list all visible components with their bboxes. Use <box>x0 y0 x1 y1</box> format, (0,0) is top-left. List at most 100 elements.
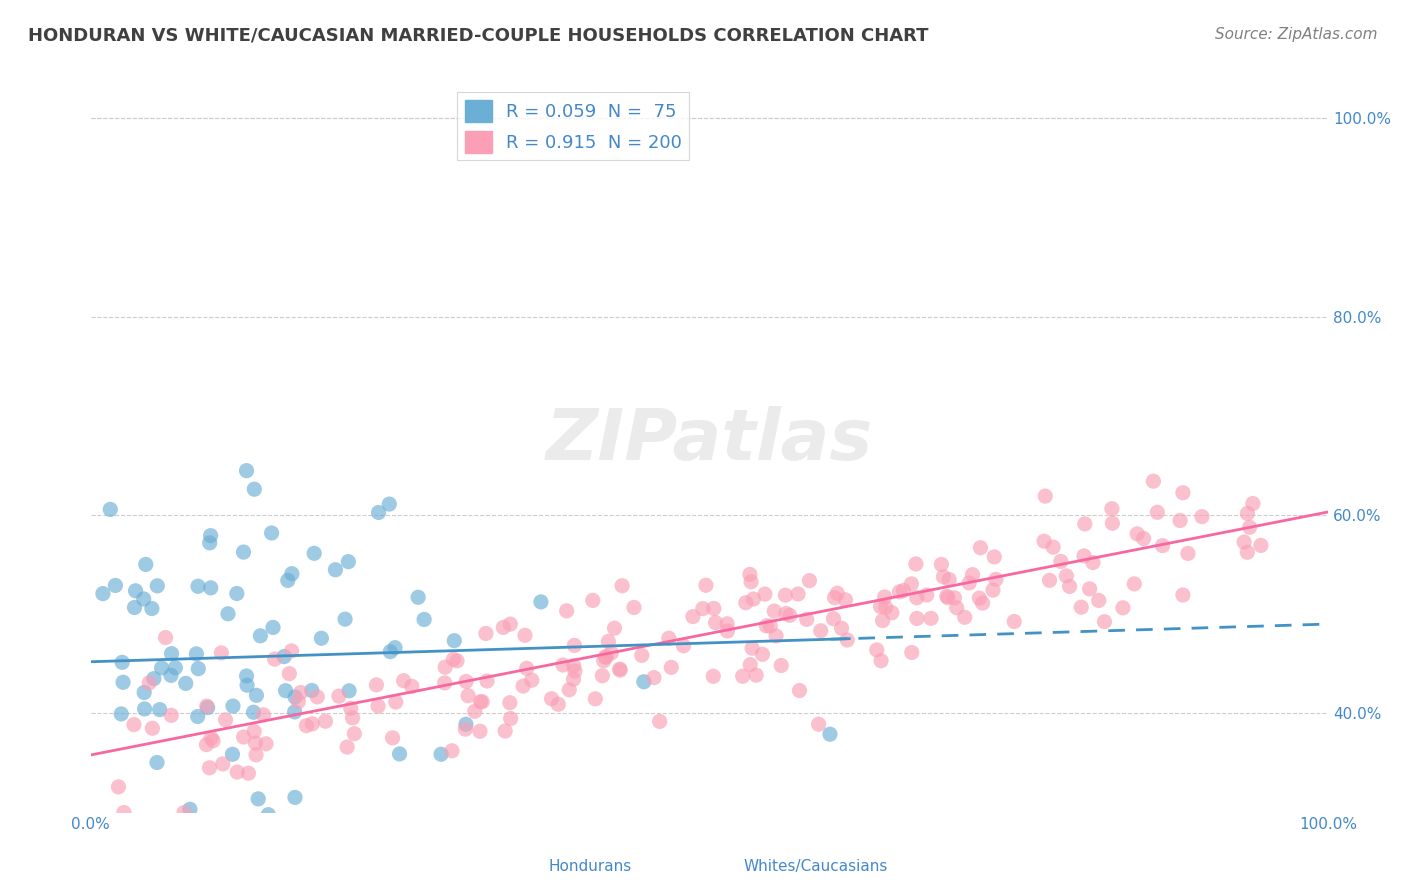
Point <box>643 671 665 685</box>
Point <box>1236 507 1258 521</box>
Point <box>441 652 464 666</box>
Point <box>281 566 304 581</box>
Point <box>278 666 301 681</box>
Point <box>150 661 173 675</box>
Point <box>277 574 299 588</box>
Point <box>759 619 782 633</box>
Point <box>343 727 366 741</box>
Point <box>972 596 994 610</box>
Point <box>870 654 893 668</box>
Point <box>866 643 889 657</box>
Point <box>704 615 727 630</box>
Point <box>146 756 169 770</box>
Text: Whites/Caucasians: Whites/Caucasians <box>744 859 887 874</box>
Point <box>555 604 578 618</box>
Point <box>367 506 389 520</box>
Point <box>931 558 953 572</box>
Point <box>932 570 955 584</box>
Point <box>160 647 183 661</box>
Point <box>823 612 845 626</box>
Point <box>124 583 146 598</box>
Point <box>274 683 297 698</box>
Point <box>1171 485 1194 500</box>
Point <box>235 669 257 683</box>
Point <box>799 574 821 588</box>
Point <box>243 482 266 496</box>
Point <box>337 683 360 698</box>
Point <box>499 617 522 632</box>
Point <box>969 591 991 606</box>
Point <box>659 660 682 674</box>
Point <box>104 578 127 592</box>
Point <box>155 631 177 645</box>
Point <box>260 526 283 541</box>
Point <box>247 792 270 806</box>
Point <box>287 695 309 709</box>
Point <box>173 805 195 820</box>
Legend: R = 0.059  N =  75, R = 0.915  N = 200: R = 0.059 N = 75, R = 0.915 N = 200 <box>457 93 689 160</box>
Point <box>214 713 236 727</box>
Point <box>367 699 389 714</box>
Point <box>831 621 853 635</box>
Point <box>562 672 585 686</box>
Point <box>195 738 218 752</box>
Point <box>1126 526 1149 541</box>
Point <box>146 579 169 593</box>
Point <box>254 737 277 751</box>
Point <box>468 724 491 739</box>
Point <box>1101 516 1123 531</box>
Point <box>134 685 156 699</box>
Point <box>943 591 966 605</box>
Point <box>889 584 911 599</box>
Point <box>339 701 361 715</box>
Point <box>905 591 928 605</box>
Point <box>107 780 129 794</box>
Text: Hondurans: Hondurans <box>548 859 633 874</box>
Point <box>111 656 134 670</box>
Point <box>953 610 976 624</box>
Point <box>122 717 145 731</box>
Point <box>1038 574 1060 588</box>
Point <box>311 632 333 646</box>
Point <box>516 661 538 675</box>
Point <box>235 464 257 478</box>
Point <box>366 678 388 692</box>
Point <box>512 679 534 693</box>
Point <box>401 679 423 693</box>
Point <box>187 579 209 593</box>
Point <box>564 639 586 653</box>
Point <box>238 766 260 780</box>
Point <box>981 583 1004 598</box>
Point <box>837 632 859 647</box>
Point <box>520 673 543 688</box>
Point <box>392 673 415 688</box>
Point <box>658 631 681 645</box>
Point <box>595 649 617 664</box>
Point <box>165 661 187 675</box>
Point <box>740 574 762 589</box>
Point <box>232 545 254 559</box>
Point <box>211 756 233 771</box>
Point <box>380 645 402 659</box>
Point <box>470 695 492 709</box>
Point <box>295 719 318 733</box>
Point <box>336 740 359 755</box>
Point <box>775 588 797 602</box>
Point <box>1094 615 1116 629</box>
Point <box>1191 509 1213 524</box>
Point <box>1078 582 1101 596</box>
Point <box>1250 538 1272 552</box>
Point <box>957 576 980 591</box>
Point <box>475 626 498 640</box>
Point <box>1171 588 1194 602</box>
Point <box>284 790 307 805</box>
Point <box>738 567 761 582</box>
Point <box>703 601 725 615</box>
Point <box>221 747 243 762</box>
Point <box>900 645 922 659</box>
Point <box>1123 577 1146 591</box>
Point <box>110 706 132 721</box>
Point <box>446 654 468 668</box>
Point <box>609 662 631 676</box>
Point <box>1073 549 1095 563</box>
